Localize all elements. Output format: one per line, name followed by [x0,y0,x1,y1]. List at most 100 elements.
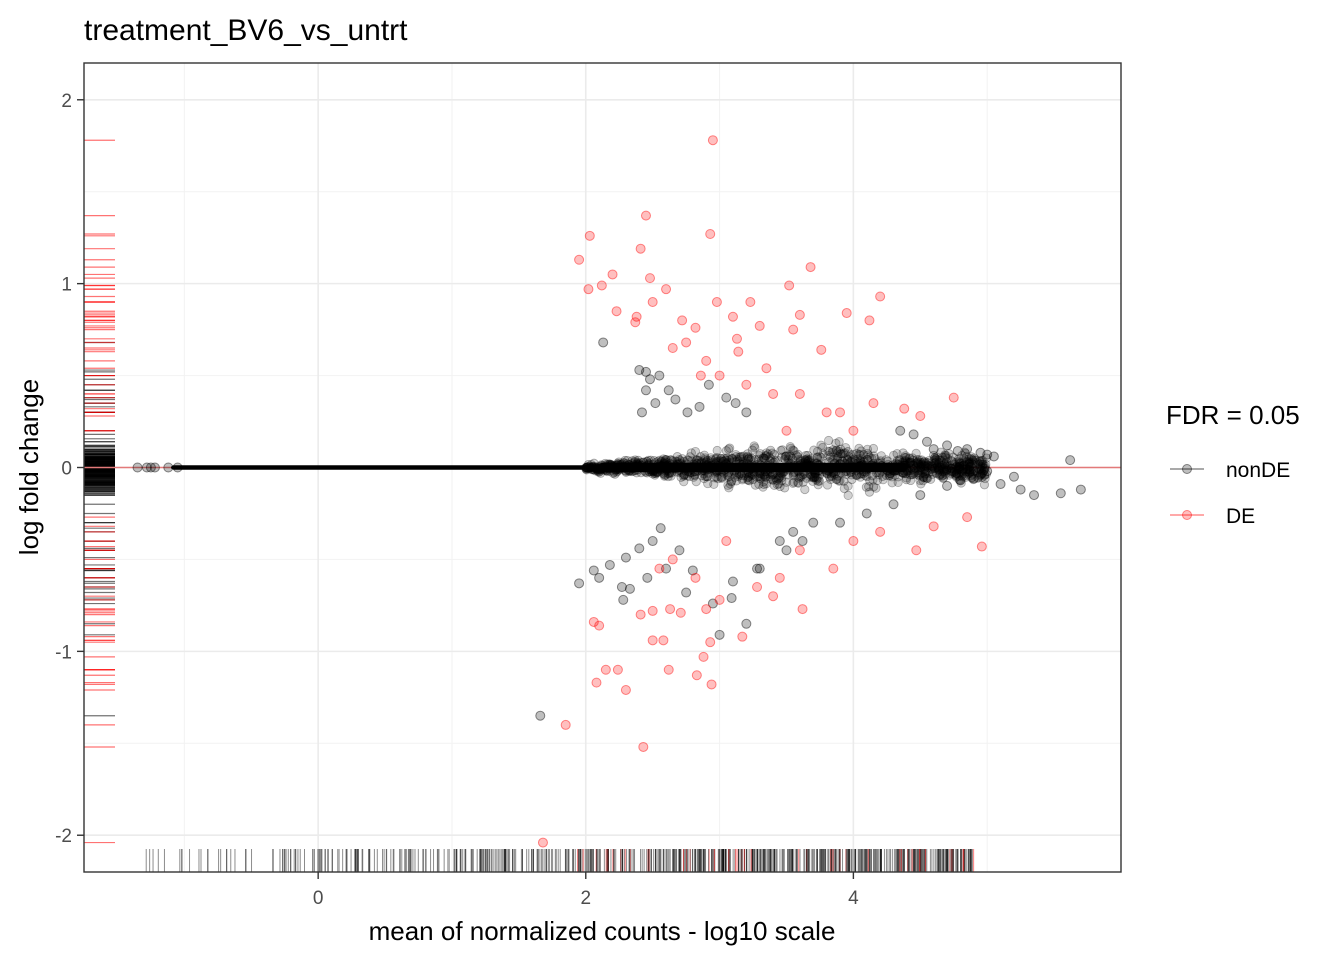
cloud-point [912,461,922,471]
cloud-point [918,461,928,471]
cloud-point [962,451,972,462]
cloud-point [913,467,924,478]
cloud-point [964,459,974,469]
cloud-point [810,472,820,482]
cloud-point [916,463,926,473]
cloud-point [929,463,939,473]
cloud-point [965,465,975,475]
DE-point [638,741,649,752]
cloud-point [979,465,989,476]
DE-point [721,536,732,547]
DE-point [733,346,744,357]
cloud-point [953,462,964,473]
cloud-point [957,466,968,476]
cloud-point [915,461,925,471]
cloud-point [763,449,773,459]
cloud-point [863,450,873,460]
cloud-point [836,449,846,459]
nonDE-point [640,366,651,377]
nonDE-point [741,618,752,629]
nonDE-point [1065,455,1076,466]
DE-point [727,311,738,322]
cloud-point [962,464,973,474]
nonDE-point [982,449,993,460]
cloud-point [932,461,943,471]
cloud-point [965,467,975,477]
nonDE-point [636,407,647,418]
cloud-point [750,443,760,453]
DE-point [631,311,642,322]
cloud-point [958,464,968,475]
cloud-point [786,443,796,453]
DE-point [665,604,676,615]
cloud-point [980,470,990,480]
cloud-point [862,444,873,454]
nonDE-point [149,462,160,473]
cloud-point [973,458,983,468]
cloud-point [967,459,977,469]
cloud-point [711,472,721,482]
cloud-point [977,465,987,475]
DE-point [797,604,808,615]
cloud-point [977,468,988,478]
cloud-point [852,448,862,459]
nonDE-point [687,565,698,576]
cloud-point [773,474,783,484]
cloud-point [916,462,926,472]
cloud-point [843,490,853,500]
nonDE-point [624,583,635,594]
cloud-point [744,476,755,486]
cloud-point [756,474,766,484]
nonDE-point [774,536,785,547]
cloud-point [971,466,981,476]
cloud-point [809,445,819,455]
cloud-point [744,454,754,464]
cloud-point [924,456,934,466]
cloud-point [692,455,702,465]
cloud-point [749,441,759,451]
DE-point [647,635,658,646]
cloud-point [672,452,682,462]
DE-point [731,333,742,344]
nonDE-point [694,401,705,412]
nonDE-point [604,559,615,570]
cloud-point [951,465,962,475]
cloud-point [942,461,953,471]
nonDE-point [642,572,653,583]
nonDE-point [1055,488,1066,499]
cloud-point [809,472,819,483]
nonDE-point [908,429,919,440]
DE-point [714,370,725,381]
cloud-point [915,469,925,479]
cloud-point [937,464,947,475]
cloud-point [950,466,960,476]
nonDE-point [663,385,674,396]
cloud-point [931,467,941,478]
cloud-point [703,478,713,489]
y-tick-label: -1 [55,642,72,663]
cloud-point [920,461,931,471]
cloud-point [703,472,713,482]
cloud-point [905,454,915,464]
cloud-point [975,464,986,474]
cloud-point [913,463,924,473]
cloud-point [726,477,736,487]
cloud-point [768,474,778,485]
DE-point [594,620,605,631]
cloud-point [709,473,719,483]
cloud-point [731,450,741,460]
cloud-point [939,466,949,476]
cloud-point [933,464,944,474]
cloud-point [759,453,770,463]
cloud-point [864,487,875,497]
cloud-point [727,454,737,464]
nonDE-point [741,407,752,418]
nonDE-point [574,578,585,589]
cloud-point [949,467,959,477]
cloud-point [976,469,986,479]
cloud-point [964,457,975,467]
cloud-point [932,452,942,462]
cloud-point [695,452,706,462]
cloud-point [690,446,701,457]
cloud-point [941,450,951,460]
